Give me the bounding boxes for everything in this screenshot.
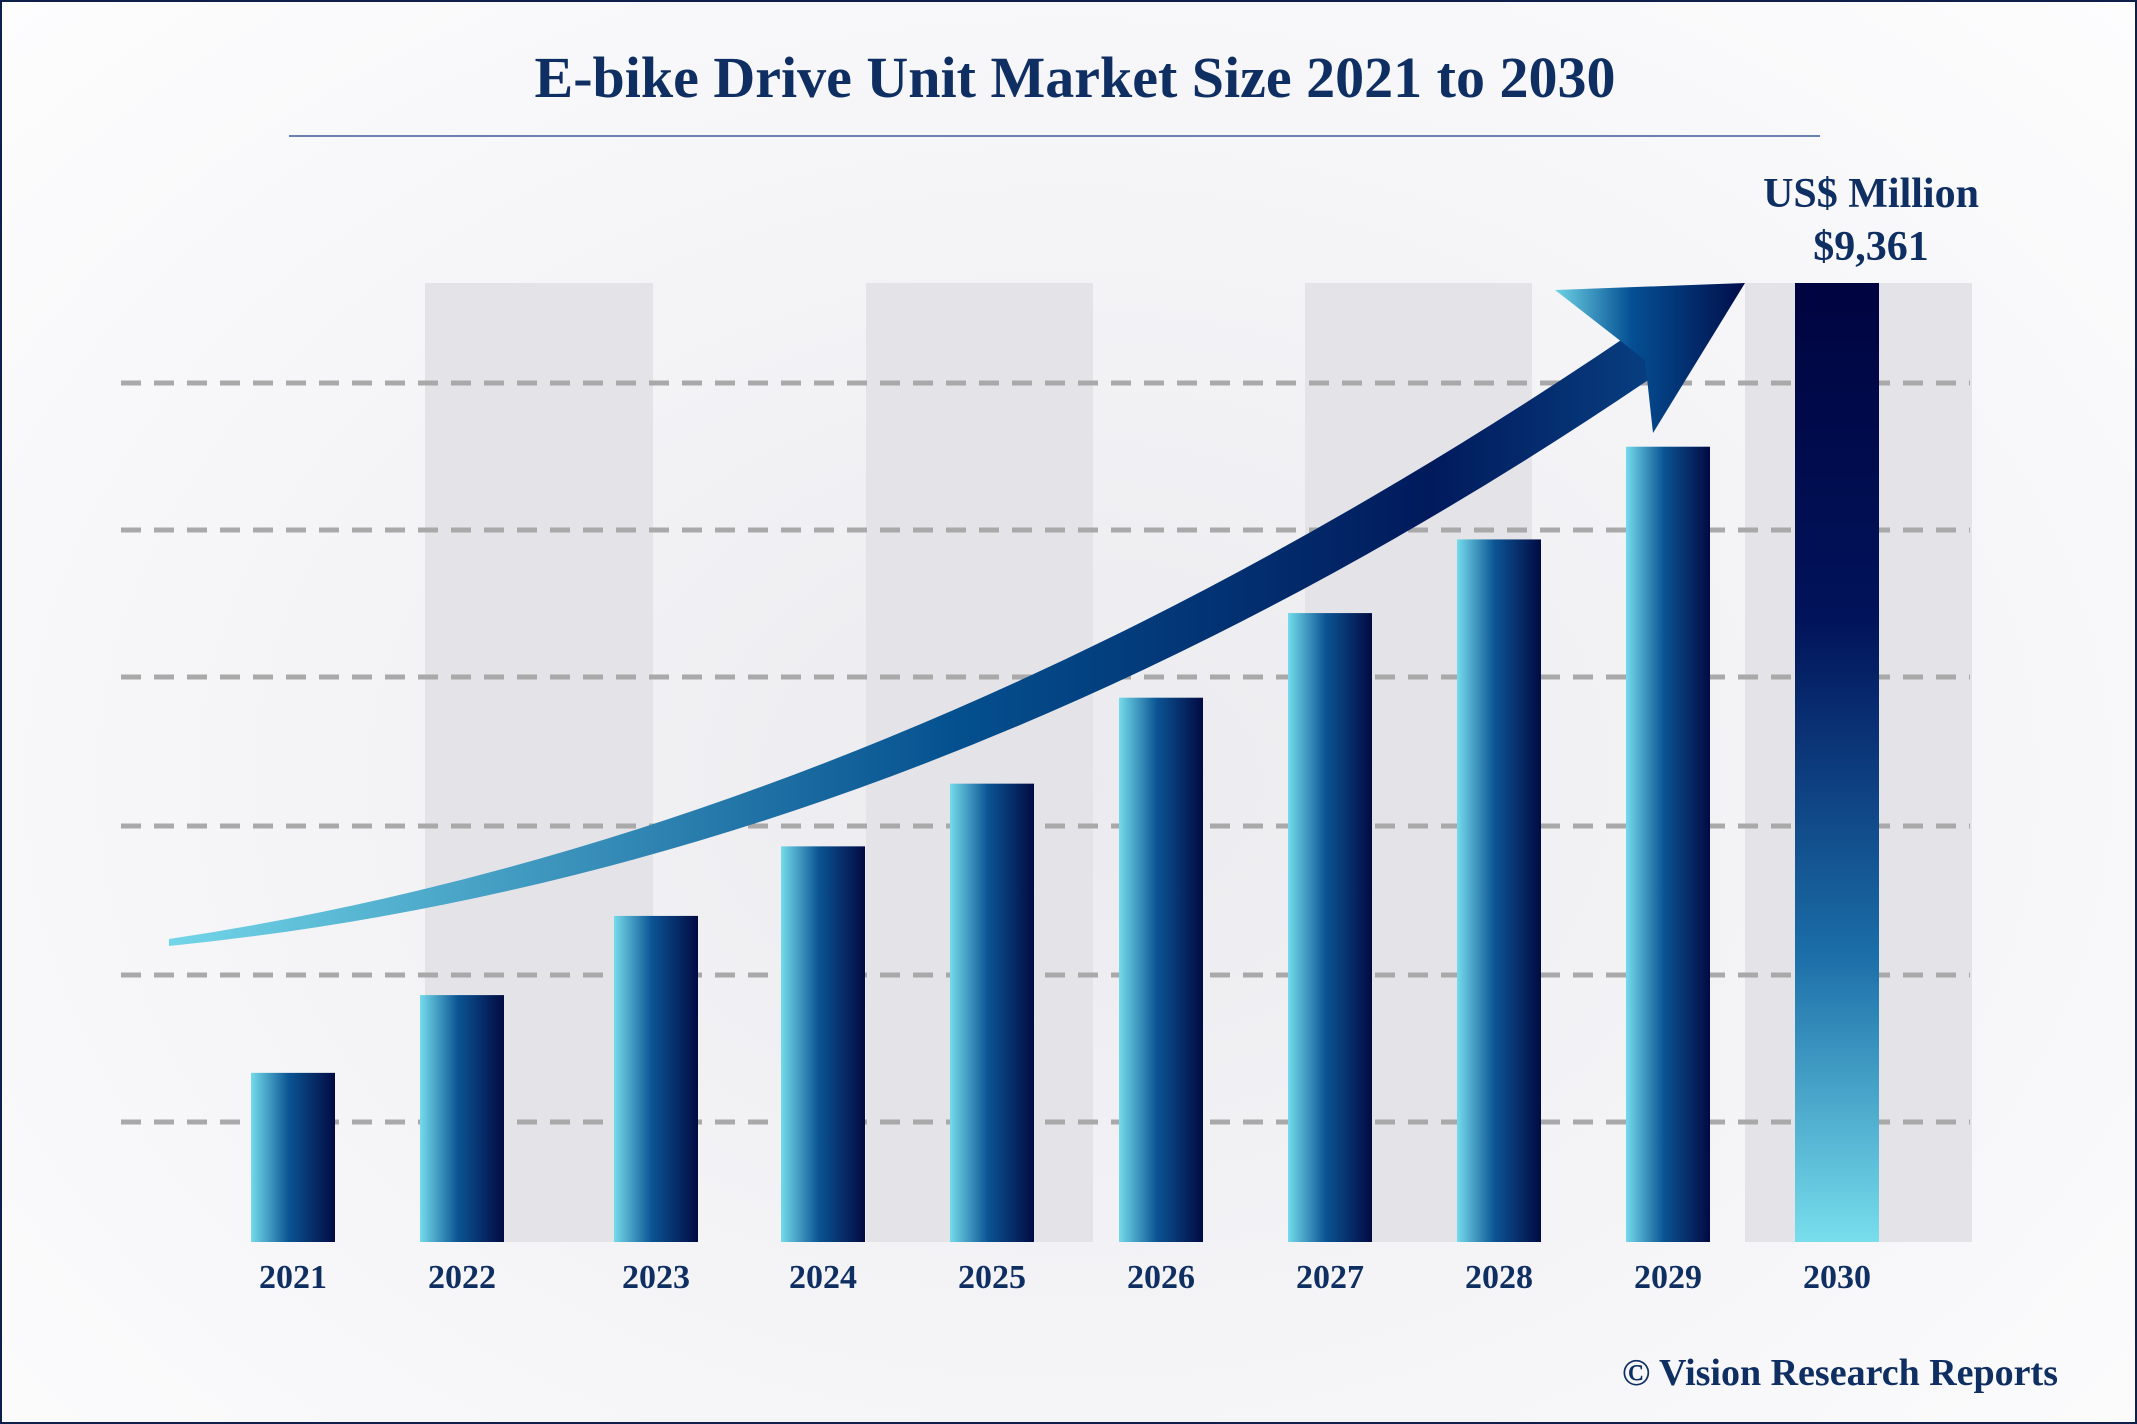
x-tick-label: 2026 (1127, 1259, 1195, 1296)
x-tick-label: 2030 (1803, 1259, 1871, 1296)
x-tick-label: 2021 (259, 1259, 327, 1296)
bar-2022 (420, 995, 504, 1242)
bar-2021 (251, 1072, 335, 1242)
bar-2027 (1288, 613, 1372, 1242)
bar-2028 (1457, 539, 1541, 1242)
x-tick-label: 2022 (428, 1259, 496, 1296)
x-tick-label: 2025 (958, 1259, 1026, 1296)
trend-arrow-head (1555, 283, 1745, 433)
bar-2023 (614, 915, 698, 1242)
bar-2026 (1119, 697, 1203, 1242)
x-tick-label: 2028 (1465, 1259, 1533, 1296)
chart-title: E-bike Drive Unit Market Size 2021 to 20… (535, 45, 1616, 110)
x-tick-label: 2024 (789, 1259, 857, 1296)
unit-label: US$ Million (1763, 171, 1979, 217)
x-tick-label: 2023 (622, 1259, 690, 1296)
x-tick-label: 2027 (1296, 1259, 1364, 1296)
copyright: © Vision Research Reports (1622, 1352, 2058, 1394)
bar-2024 (781, 846, 865, 1242)
bar-2029 (1626, 446, 1710, 1242)
x-tick-label: 2029 (1634, 1259, 1702, 1296)
bar-2030 (1795, 283, 1879, 1242)
highlight-value-label: $9,361 (1813, 224, 1929, 270)
bar-2025 (950, 783, 1034, 1242)
